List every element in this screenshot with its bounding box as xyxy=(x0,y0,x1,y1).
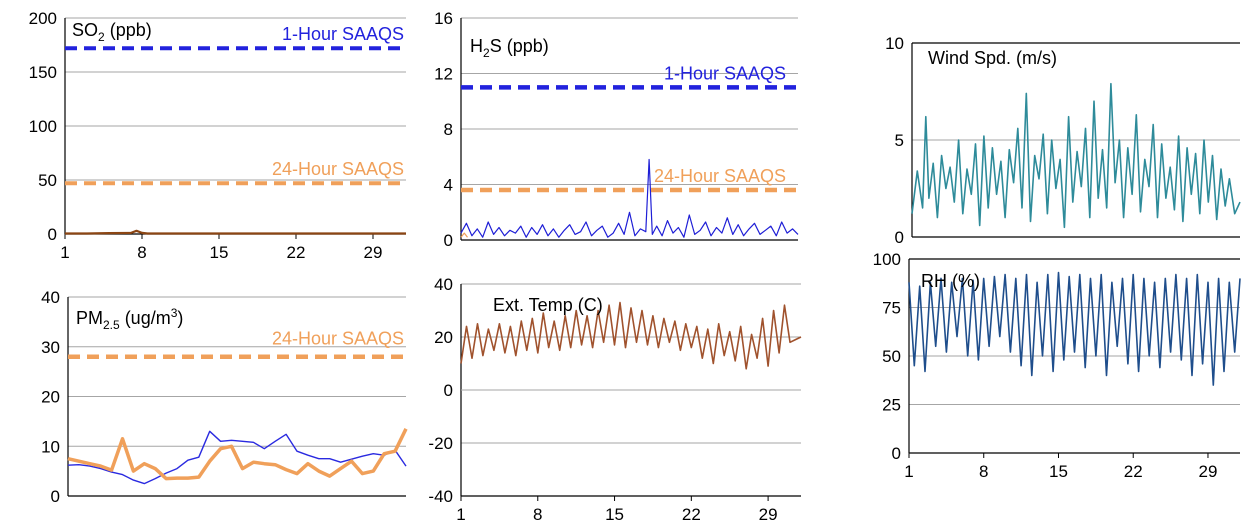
x-tick-label: 8 xyxy=(533,505,542,524)
chart-wind: 0 5 10 Wind Spd. (m/s) xyxy=(885,34,1241,247)
y-tick-label: 10 xyxy=(41,437,60,456)
x-tick-label: 22 xyxy=(287,243,306,262)
y-tick-label: 200 xyxy=(29,9,57,28)
reference-line-label: 24-Hour SAAQS xyxy=(272,329,404,349)
y-tick-label: 12 xyxy=(434,65,453,84)
y-tick-label: 0 xyxy=(892,444,901,463)
chart-rh: 0 25 50 75 100 1 8 15 22 29 RH (%) xyxy=(873,250,1241,481)
y-tick-label: 0 xyxy=(444,381,453,400)
chart-pm25: 0 10 20 30 40 24-Hour SAAQS PM2.5 (ug/m3) xyxy=(41,288,408,506)
chart-title: PM2.5 (ug/m3) xyxy=(76,306,183,332)
x-tick-label: 1 xyxy=(456,505,465,524)
y-tick-label: 0 xyxy=(48,225,57,244)
y-tick-label: -20 xyxy=(428,434,453,453)
y-tick-label: -40 xyxy=(428,487,453,506)
y-tick-label: 30 xyxy=(41,338,60,357)
y-tick-label: 100 xyxy=(29,117,57,136)
chart-title: RH (%) xyxy=(921,271,980,291)
y-tick-label: 20 xyxy=(434,328,453,347)
x-tick-label: 8 xyxy=(979,462,988,481)
y-tick-label: 75 xyxy=(882,299,901,318)
reference-line-label: 24-Hour SAAQS xyxy=(654,166,786,186)
series-line xyxy=(67,430,407,485)
series-line xyxy=(460,232,468,238)
y-tick-label: 20 xyxy=(41,388,60,407)
series-line xyxy=(911,82,1241,229)
x-tick-label: 1 xyxy=(60,243,69,262)
y-tick-label: 50 xyxy=(38,171,57,190)
x-tick-label: 22 xyxy=(682,505,701,524)
y-tick-label: 150 xyxy=(29,63,57,82)
y-tick-label: 50 xyxy=(882,347,901,366)
x-tick-label: 1 xyxy=(904,462,913,481)
x-tick-label: 29 xyxy=(364,243,383,262)
y-tick-label: 0 xyxy=(444,231,453,250)
y-tick-label: 25 xyxy=(882,396,901,415)
x-tick-label: 29 xyxy=(759,505,778,524)
chart-h2s: 0 4 8 12 16 1-Hour SAAQS 24-Hour SAAQS H2S (ppb… xyxy=(434,9,799,250)
chart-title: Ext. Temp (C) xyxy=(493,295,603,315)
x-tick-label: 15 xyxy=(605,505,624,524)
series-line xyxy=(460,301,802,370)
y-tick-label: 10 xyxy=(885,34,904,53)
y-tick-label: 5 xyxy=(895,131,904,150)
series-line xyxy=(460,158,799,238)
y-tick-label: 8 xyxy=(444,120,453,139)
series-line xyxy=(65,229,406,235)
y-tick-label: 0 xyxy=(895,228,904,247)
y-tick-label: 4 xyxy=(444,176,453,195)
x-tick-label: 29 xyxy=(1199,462,1218,481)
chart-title: SO2 (ppb) xyxy=(72,20,152,44)
reference-line-label: 24-Hour SAAQS xyxy=(272,159,404,179)
x-tick-label: 15 xyxy=(1049,462,1068,481)
y-tick-label: 40 xyxy=(41,288,60,307)
y-tick-label: 100 xyxy=(873,250,901,269)
y-tick-label: 16 xyxy=(434,9,453,28)
y-tick-label: 0 xyxy=(51,487,60,506)
y-tick-label: 40 xyxy=(434,275,453,294)
chart-title: Wind Spd. (m/s) xyxy=(928,48,1057,68)
series-line xyxy=(67,428,408,481)
chart-so2: 0 50 100 150 200 1 8 15 22 29 1-Hour SAAQS 24-Hour … xyxy=(29,9,406,262)
series-line xyxy=(908,271,1241,386)
chart-title: H2S (ppb) xyxy=(470,36,549,60)
reference-line-label: 1-Hour SAAQS xyxy=(664,63,786,83)
reference-line-label: 1-Hour SAAQS xyxy=(282,24,404,44)
x-tick-label: 15 xyxy=(210,243,229,262)
x-tick-label: 8 xyxy=(137,243,146,262)
x-tick-label: 22 xyxy=(1124,462,1143,481)
chart-temp: -40 -20 0 20 40 1 8 15 22 29 Ext. Temp (C) xyxy=(428,275,802,524)
